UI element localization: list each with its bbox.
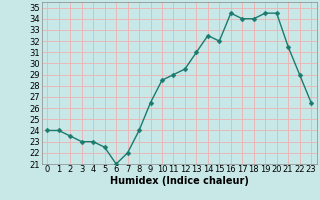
X-axis label: Humidex (Indice chaleur): Humidex (Indice chaleur) [110, 176, 249, 186]
